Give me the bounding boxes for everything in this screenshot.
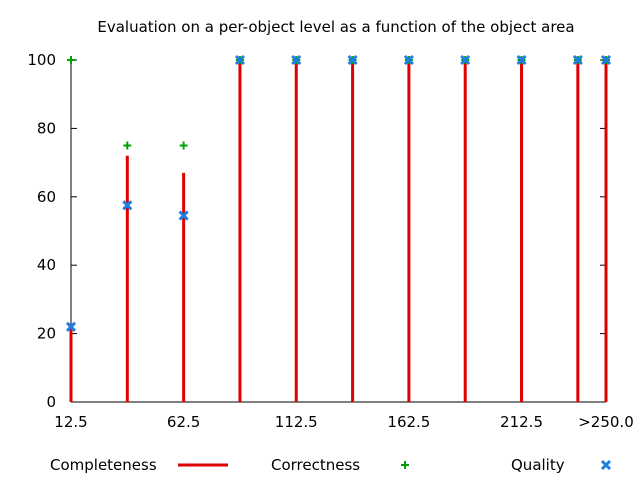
legend-swatch-quality: [600, 459, 612, 471]
quality-point: [600, 54, 612, 66]
quality-point: [234, 54, 246, 66]
x-tick-label: 162.5: [387, 413, 430, 431]
quality-point: [178, 210, 189, 221]
quality-point: [122, 200, 133, 211]
x-tick-label: 112.5: [275, 413, 318, 431]
quality-point: [65, 321, 77, 332]
y-tick-label: 60: [37, 188, 56, 206]
y-tick-label: 80: [37, 119, 56, 137]
legend-swatch-correctness: [401, 461, 409, 469]
correctness-point: [67, 56, 75, 64]
y-tick-label: 100: [27, 51, 56, 69]
x-tick-label: >250.0: [578, 413, 634, 431]
y-tick-label: 0: [46, 393, 56, 411]
quality-point: [291, 54, 302, 66]
legend-label-completeness: Completeness: [50, 456, 157, 474]
quality-point: [572, 54, 583, 66]
legend: Completeness Correctness Quality: [50, 456, 612, 474]
y-tick-label: 20: [37, 325, 56, 343]
legend-label-quality: Quality: [511, 456, 565, 474]
quality-point: [516, 54, 527, 66]
plot-axes: 0 20 40 60 80 100 12.5 62.5 112.5 162.5 212.5 >250.…: [27, 51, 633, 431]
y-tick-label: 40: [37, 256, 56, 274]
quality-point: [460, 54, 471, 66]
correctness-point: [179, 141, 188, 150]
correctness-point: [123, 141, 132, 150]
x-tick-label: 62.5: [167, 413, 200, 431]
legend-label-correctness: Correctness: [271, 456, 360, 474]
quality-point: [347, 54, 358, 66]
x-tick-label: 212.5: [500, 413, 543, 431]
quality-point: [403, 54, 414, 66]
chart-title: Evaluation on a per-object level as a fu…: [97, 18, 574, 36]
plot-marks: [65, 54, 612, 402]
x-tick-label: 12.5: [54, 413, 87, 431]
